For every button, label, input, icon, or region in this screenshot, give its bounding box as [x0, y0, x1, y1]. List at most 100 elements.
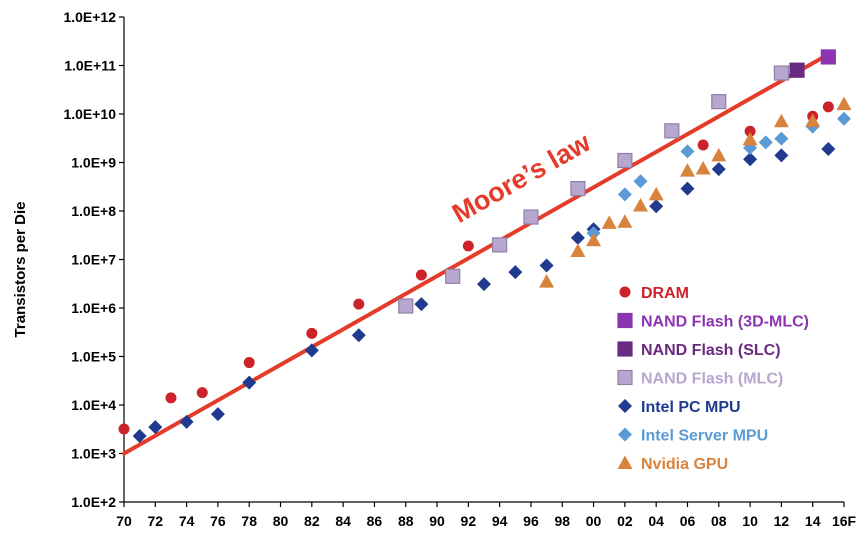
legend-label-dram: DRAM: [641, 285, 689, 302]
nand-flash-slc-point: [789, 62, 805, 78]
intel-pc-mpu-point: [210, 407, 225, 422]
y-tick-label: 1.0E+6: [71, 300, 116, 316]
legend-marker-dram: [619, 286, 631, 298]
legend-label-intel-pc-mpu: Intel PC MPU: [641, 399, 741, 416]
x-tick-label: 04: [648, 513, 664, 529]
legend-label-intel-server-mpu: Intel Server MPU: [641, 428, 768, 445]
intel-pc-mpu-point: [477, 277, 491, 292]
intel-pc-mpu-point: [774, 148, 789, 163]
intel-pc-mpu-point: [649, 199, 664, 214]
moores-law-annotation: Moore’s law: [447, 127, 596, 229]
moores-law-trend-line: [122, 52, 831, 456]
legend-marker-nvidia-gpu: [617, 455, 633, 469]
x-tick-label: 80: [273, 513, 289, 529]
legend-marker-intel-pc-mpu: [618, 399, 632, 413]
x-tick-label: 00: [586, 513, 602, 529]
intel-pc-mpu-point: [414, 297, 429, 312]
x-tick-label: 02: [617, 513, 633, 529]
x-tick-label: 74: [179, 513, 195, 529]
nand-flash-3d-mlc-point: [820, 49, 836, 65]
x-tick-label: 90: [429, 513, 445, 529]
nand-flash-mlc-point: [617, 152, 633, 169]
intel-pc-mpu-point: [821, 141, 836, 156]
x-tick-label: 98: [554, 513, 570, 529]
dram-point: [415, 269, 427, 281]
nvidia-gpu-point: [773, 113, 789, 128]
nvidia-gpu-point: [601, 215, 617, 229]
x-tick-label: 10: [742, 513, 758, 529]
intel-server-mpu-point: [758, 135, 773, 150]
intel-pc-mpu-point: [242, 375, 257, 390]
legend-label-nand-flash-slc: NAND Flash (SLC): [641, 342, 781, 359]
legend-label-nvidia-gpu: Nvidia GPU: [641, 456, 728, 473]
x-tick-label: 84: [335, 513, 351, 529]
intel-pc-mpu-point: [508, 265, 523, 280]
y-tick-label: 1.0E+3: [71, 446, 116, 462]
nand-flash-mlc-point: [398, 298, 414, 314]
x-tick-label: 06: [680, 513, 696, 529]
y-tick-label: 1.0E+11: [64, 58, 116, 74]
trend-line-group: [122, 52, 831, 456]
y-tick-label: 1.0E+4: [71, 397, 116, 413]
y-axis: 1.0E+2 1.0E+3 1.0E+4 1.0E+5 1.0E+6 1.0E+7 1.0E…: [63, 9, 125, 510]
y-tick-label: 1.0E+10: [63, 106, 116, 122]
x-tick-label: 72: [148, 513, 164, 529]
x-tick-label: 92: [461, 513, 477, 529]
nvidia-gpu-point: [617, 214, 633, 228]
dram-point: [118, 423, 130, 435]
legend-label-nand-flash-mlc: NAND Flash (MLC): [641, 371, 783, 388]
x-tick-label: 88: [398, 513, 414, 529]
y-tick-label: 1.0E+7: [71, 252, 116, 268]
nvidia-gpu-point: [836, 96, 852, 111]
nand-flash-mlc-point: [523, 209, 539, 225]
legend-marker-nand-flash-mlc: [617, 369, 633, 386]
x-tick-label: 78: [241, 513, 257, 529]
legend-marker-intel-server-mpu: [618, 427, 632, 442]
nvidia-gpu-point: [711, 147, 727, 162]
nand-flash-mlc-point: [492, 237, 508, 253]
x-tick-label: 86: [367, 513, 383, 529]
nvidia-gpu-point: [742, 131, 758, 146]
x-tick-label: 14: [805, 513, 821, 529]
intel-pc-mpu-point: [148, 420, 163, 435]
y-tick-label: 1.0E+2: [71, 494, 116, 510]
dram-point: [744, 125, 756, 137]
legend-marker-nand-flash-3d-mlc: [617, 312, 633, 329]
legend-label-nand-flash-3d-mlc: NAND Flash (3D-MLC): [641, 314, 809, 331]
nvidia-gpu-point: [570, 243, 586, 257]
x-tick-label: 94: [492, 513, 508, 529]
intel-pc-mpu-point: [680, 181, 695, 196]
nand-flash-mlc-point: [773, 65, 789, 81]
dram-point: [462, 240, 474, 252]
nand-flash-mlc-point: [711, 94, 727, 110]
nvidia-gpu-point: [586, 232, 602, 247]
dram-point: [306, 327, 318, 339]
dram-point: [697, 139, 709, 151]
intel-pc-mpu-point: [351, 328, 366, 343]
dram-point: [165, 392, 177, 404]
dram-point: [243, 357, 255, 369]
dram-point: [822, 101, 834, 113]
x-axis: 70 72 74 76 78 80 82 84 86 88 90 92 94 96 98 00 02 04 06 08…: [116, 501, 857, 529]
nvidia-gpu-point: [805, 113, 821, 127]
nvidia-gpu-point: [695, 161, 711, 175]
y-tick-label: 1.0E+5: [71, 349, 116, 365]
x-tick-label: 82: [304, 513, 320, 529]
nvidia-gpu-point: [648, 186, 664, 201]
dram-point: [196, 387, 208, 399]
nand-flash-mlc-point: [570, 180, 586, 197]
y-tick-label: 1.0E+12: [63, 9, 116, 25]
intel-pc-mpu-point: [304, 343, 319, 358]
y-tick-label: 1.0E+9: [71, 155, 116, 171]
intel-pc-mpu-point: [132, 428, 147, 443]
x-tick-label: 70: [116, 513, 132, 529]
intel-pc-mpu-point: [179, 414, 194, 429]
y-tick-label: 1.0E+8: [71, 203, 116, 219]
legend: DRAM NAND Flash (3D-MLC) NAND Flash (SLC) N…: [617, 285, 809, 473]
dram-point: [353, 298, 365, 310]
intel-pc-mpu-point: [570, 230, 585, 245]
nvidia-gpu-point: [679, 163, 695, 177]
y-axis-label: Transistors per Die: [12, 202, 29, 338]
intel-server-mpu-point: [617, 187, 632, 202]
